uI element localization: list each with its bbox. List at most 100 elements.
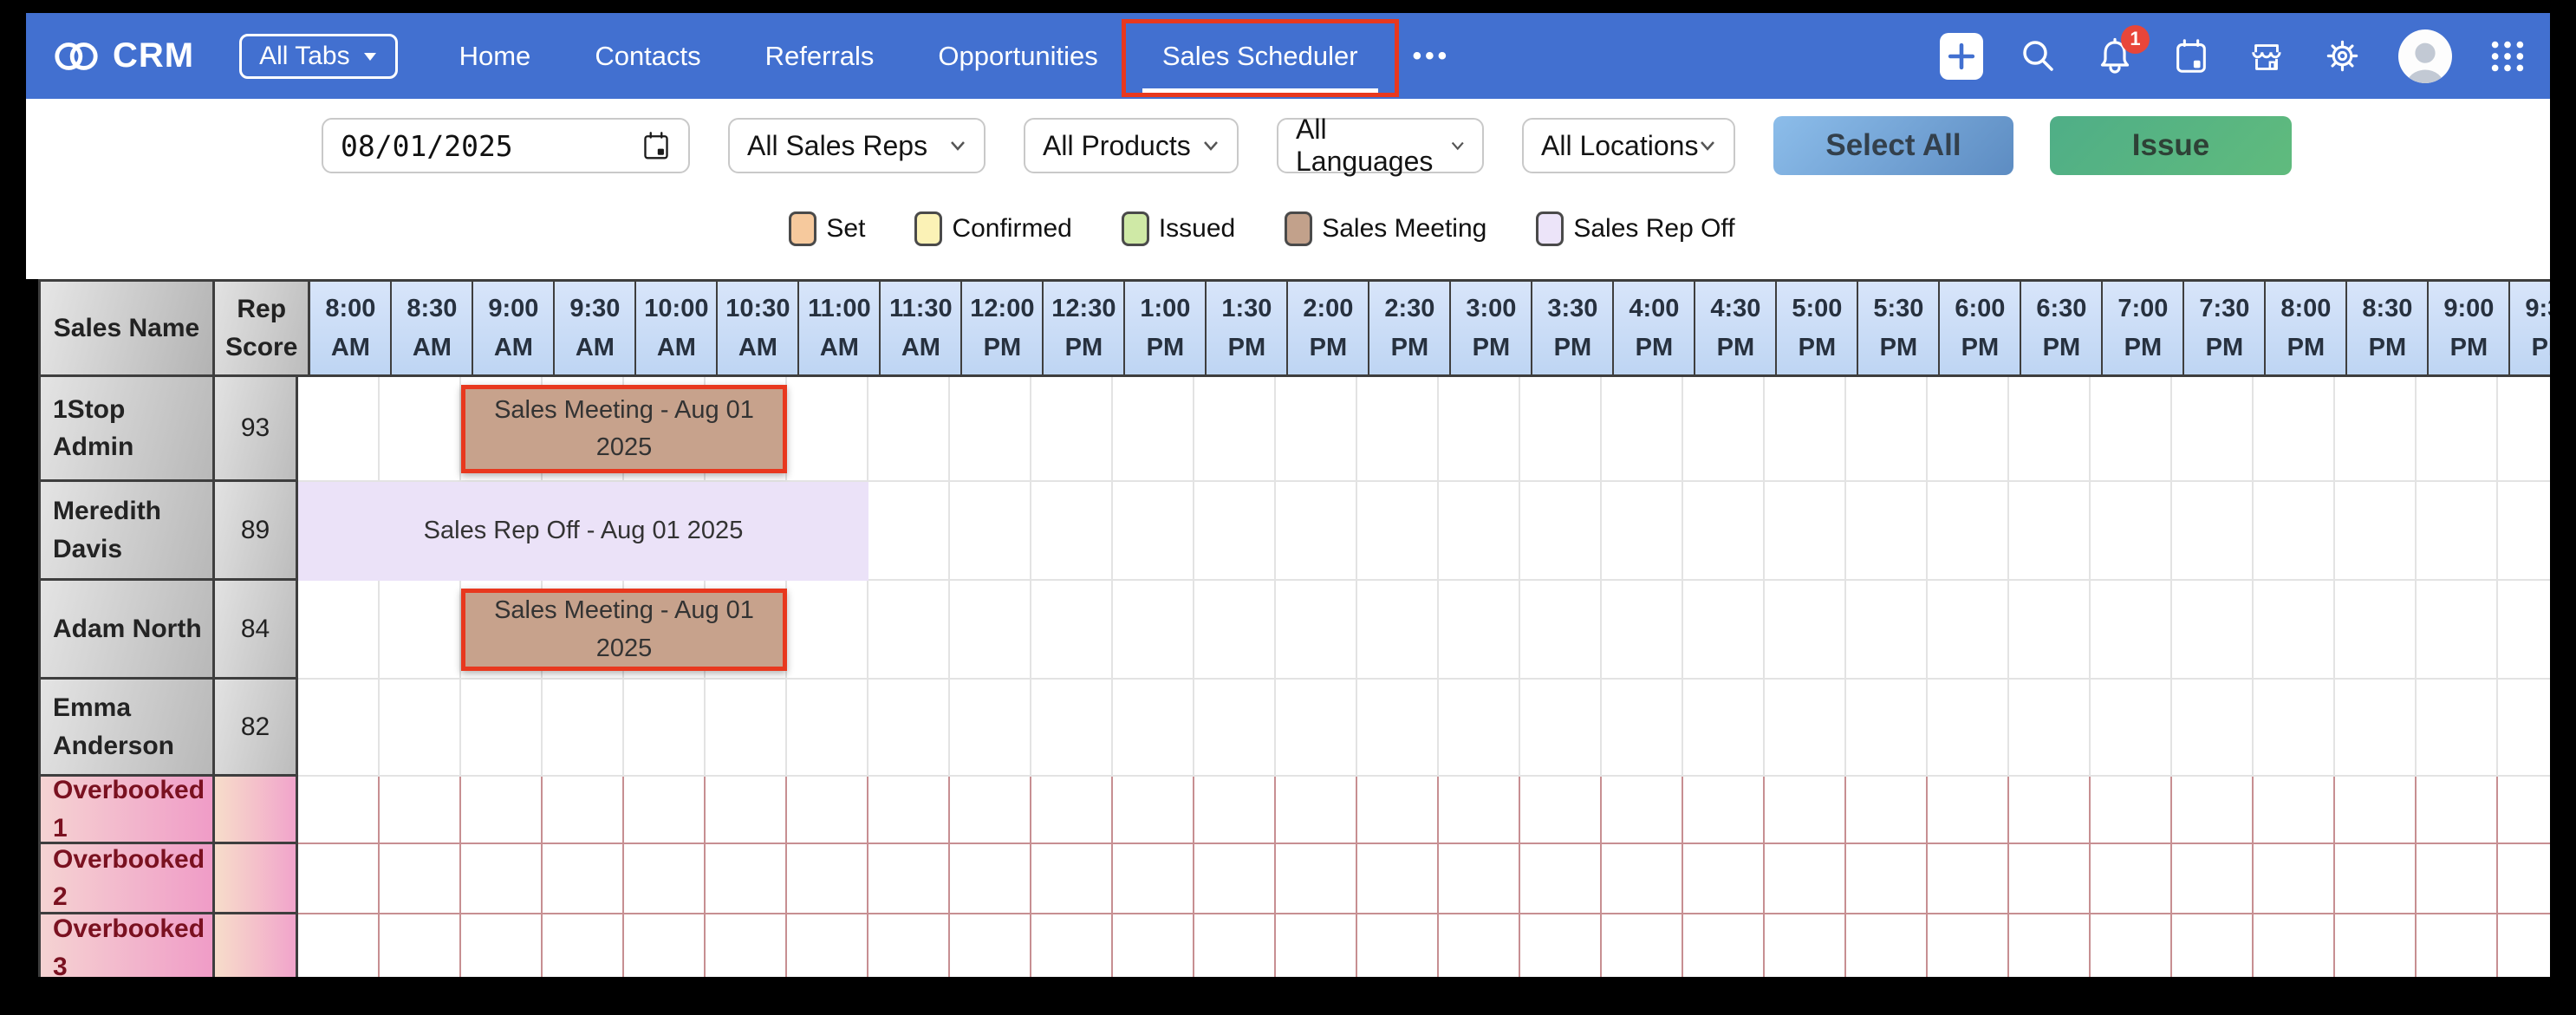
time-slot-cell[interactable] xyxy=(787,844,868,914)
time-slot-cell[interactable] xyxy=(1602,777,1683,844)
time-slot-cell[interactable] xyxy=(2172,680,2254,777)
time-slot-cell[interactable] xyxy=(380,581,461,680)
time-slot-cell[interactable] xyxy=(624,914,706,977)
time-slot-cell[interactable] xyxy=(1602,844,1683,914)
time-slot-cell[interactable] xyxy=(1194,680,1276,777)
nav-item-home[interactable]: Home xyxy=(459,40,531,71)
issue-button[interactable]: Issue xyxy=(2050,116,2292,175)
time-slot-cell[interactable] xyxy=(1520,914,1602,977)
time-slot-cell[interactable] xyxy=(950,581,1031,680)
time-slot-cell[interactable] xyxy=(1439,844,1520,914)
time-slot-cell[interactable] xyxy=(2172,844,2254,914)
time-slot-cell[interactable] xyxy=(2417,482,2498,581)
time-slot-cell[interactable] xyxy=(1357,680,1439,777)
time-slot-cell[interactable] xyxy=(2172,482,2254,581)
time-slot-cell[interactable] xyxy=(298,777,380,844)
time-slot-cell[interactable] xyxy=(2254,680,2335,777)
nav-item-contacts[interactable]: Contacts xyxy=(595,40,701,71)
time-slot-cell[interactable] xyxy=(2254,482,2335,581)
time-slot-cell[interactable] xyxy=(1113,581,1194,680)
time-slot-cell[interactable] xyxy=(1683,680,1765,777)
time-slot-cell[interactable] xyxy=(461,777,543,844)
time-slot-cell[interactable] xyxy=(950,482,1031,581)
time-slot-cell[interactable] xyxy=(868,777,950,844)
time-slot-cell[interactable] xyxy=(2417,581,2498,680)
products-select[interactable]: All Products xyxy=(1024,118,1239,173)
time-slot-cell[interactable] xyxy=(624,680,706,777)
time-slot-cell[interactable] xyxy=(1765,777,1846,844)
time-slot-cell[interactable] xyxy=(543,844,624,914)
user-avatar[interactable] xyxy=(2398,29,2452,83)
time-slot-cell[interactable] xyxy=(1357,844,1439,914)
time-slot-cell[interactable] xyxy=(1765,482,1846,581)
time-slot-cell[interactable] xyxy=(1113,482,1194,581)
time-slot-cell[interactable] xyxy=(1520,377,1602,482)
event-sales-meeting[interactable]: Sales Meeting - Aug 01 2025 xyxy=(461,385,787,473)
time-slot-cell[interactable] xyxy=(624,777,706,844)
time-slot-cell[interactable] xyxy=(1765,844,1846,914)
time-slot-cell[interactable] xyxy=(298,914,380,977)
time-slot-cell[interactable] xyxy=(1194,377,1276,482)
time-slot-cell[interactable] xyxy=(1765,680,1846,777)
time-slot-cell[interactable] xyxy=(787,777,868,844)
time-slot-cell[interactable] xyxy=(1683,914,1765,977)
time-slot-cell[interactable] xyxy=(1683,482,1765,581)
time-slot-cell[interactable] xyxy=(787,680,868,777)
time-slot-cell[interactable] xyxy=(1113,777,1194,844)
time-slot-cell[interactable] xyxy=(1846,914,1928,977)
time-slot-cell[interactable] xyxy=(1439,914,1520,977)
time-slot-cell[interactable] xyxy=(2335,844,2417,914)
time-slot-cell[interactable] xyxy=(2091,482,2172,581)
time-slot-cell[interactable] xyxy=(1602,581,1683,680)
time-slot-cell[interactable] xyxy=(1928,581,2009,680)
time-slot-cell[interactable] xyxy=(380,844,461,914)
time-slot-cell[interactable] xyxy=(2172,914,2254,977)
date-picker-icon[interactable] xyxy=(641,130,671,161)
nav-item-referrals[interactable]: Referrals xyxy=(764,40,875,71)
time-slot-cell[interactable] xyxy=(868,844,950,914)
time-slot-cell[interactable] xyxy=(2417,680,2498,777)
time-slot-cell[interactable] xyxy=(787,377,868,482)
apps-menu-button[interactable] xyxy=(2488,36,2527,76)
nav-more-button[interactable]: ••• xyxy=(1412,41,1451,70)
time-slot-cell[interactable] xyxy=(1357,914,1439,977)
time-slot-cell[interactable] xyxy=(1439,581,1520,680)
time-slot-cell[interactable] xyxy=(2498,581,2550,680)
time-slot-cell[interactable] xyxy=(2335,777,2417,844)
time-slot-cell[interactable] xyxy=(1520,482,1602,581)
time-slot-cell[interactable] xyxy=(2091,914,2172,977)
time-slot-cell[interactable] xyxy=(298,680,380,777)
time-slot-cell[interactable] xyxy=(1602,914,1683,977)
all-tabs-dropdown[interactable]: All Tabs xyxy=(239,33,398,79)
time-slot-cell[interactable] xyxy=(2335,482,2417,581)
event-sales-rep-off[interactable]: Sales Rep Off - Aug 01 2025 xyxy=(298,482,868,581)
languages-select[interactable]: All Languages xyxy=(1277,114,1484,177)
time-slot-cell[interactable] xyxy=(1928,777,2009,844)
time-slot-cell[interactable] xyxy=(2254,581,2335,680)
time-slot-cell[interactable] xyxy=(2172,777,2254,844)
time-slot-cell[interactable] xyxy=(1683,844,1765,914)
date-input[interactable]: 08/01/2025 xyxy=(322,118,690,173)
time-slot-cell[interactable] xyxy=(706,777,787,844)
time-slot-cell[interactable] xyxy=(1846,844,1928,914)
time-slot-cell[interactable] xyxy=(868,914,950,977)
time-slot-cell[interactable] xyxy=(950,844,1031,914)
time-slot-cell[interactable] xyxy=(380,377,461,482)
time-slot-cell[interactable] xyxy=(2254,914,2335,977)
time-slot-cell[interactable] xyxy=(706,680,787,777)
time-slot-cell[interactable] xyxy=(1683,581,1765,680)
time-slot-cell[interactable] xyxy=(1113,377,1194,482)
time-slot-cell[interactable] xyxy=(2498,482,2550,581)
time-slot-cell[interactable] xyxy=(298,377,380,482)
time-slot-cell[interactable] xyxy=(2498,914,2550,977)
time-slot-cell[interactable] xyxy=(461,680,543,777)
time-slot-cell[interactable] xyxy=(1194,482,1276,581)
time-slot-cell[interactable] xyxy=(868,581,950,680)
time-slot-cell[interactable] xyxy=(1276,844,1357,914)
time-slot-cell[interactable] xyxy=(1194,777,1276,844)
time-slot-cell[interactable] xyxy=(298,581,380,680)
time-slot-cell[interactable] xyxy=(950,377,1031,482)
time-slot-cell[interactable] xyxy=(543,680,624,777)
time-slot-cell[interactable] xyxy=(706,914,787,977)
time-slot-cell[interactable] xyxy=(2335,377,2417,482)
